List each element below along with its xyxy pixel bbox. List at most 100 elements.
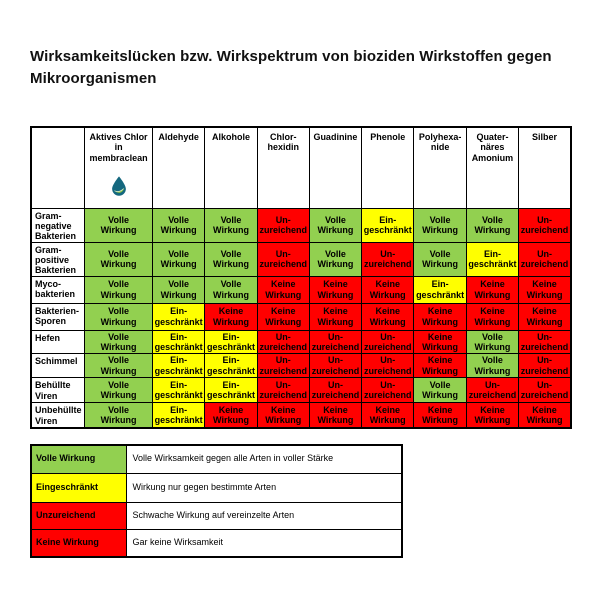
corner-cell [30, 126, 86, 209]
status-cell-k: Keine Wirkung [256, 402, 310, 429]
status-cell-u: Un- zureichend [361, 353, 415, 379]
status-cell-k: Keine Wirkung [518, 402, 572, 429]
status-cell-u: Un- zureichend [518, 377, 572, 404]
legend-description-cell: Volle Wirksamkeit gegen alle Arten in vo… [125, 444, 403, 475]
row-label: Behüllte Viren [30, 377, 86, 404]
status-cell-v: Volle Wirkung [204, 275, 258, 304]
column-header-polyhexanide: Polyhexa- nide [413, 126, 467, 209]
status-cell-v: Volle Wirkung [413, 241, 467, 277]
status-cell-v: Volle Wirkung [204, 207, 258, 243]
header-row: Aktives Chlor in membraclean Aldehyde Alk… [30, 126, 572, 209]
table-row: Bakterien- Sporen Volle Wirkung Ein- gesch… [30, 302, 572, 331]
row-label: Unbehüllte Viren [30, 402, 86, 429]
status-cell-v: Volle Wirkung [84, 402, 153, 429]
row-label: Gram- negative Bakterien [30, 207, 86, 243]
column-header-chlorhexidin: Chlor- hexidin [256, 126, 310, 209]
status-cell-e: Ein- geschränkt [204, 329, 258, 355]
membraclean-drop-icon [111, 176, 126, 197]
table-row: Gram- positive Bakterien Volle Wirkung Vol… [30, 241, 572, 277]
column-header-label: Guadinine [313, 132, 358, 142]
status-cell-u: Un- zureichend [256, 241, 310, 277]
status-cell-k: Keine Wirkung [518, 302, 572, 331]
status-cell-e: Ein- geschränkt [413, 275, 467, 304]
legend-row: Unzureichend Schwache Wirkung auf vereinz… [30, 502, 403, 531]
status-cell-k: Keine Wirkung [361, 275, 415, 304]
status-cell-u: Un- zureichend [518, 329, 572, 355]
column-header-aktives-chlor: Aktives Chlor in membraclean [84, 126, 153, 209]
page-title: Wirksamkeitslücken bzw. Wirkspektrum von… [30, 48, 552, 87]
column-header-label: Phenole [370, 132, 406, 142]
legend-description-cell: Schwache Wirkung auf vereinzelte Arten [125, 502, 403, 531]
column-header-guadinine: Guadinine [308, 126, 363, 209]
table-row: Myco- bakterien Volle Wirkung Volle Wirkun… [30, 275, 572, 304]
status-cell-e: Ein- geschränkt [204, 353, 258, 379]
status-cell-k: Keine Wirkung [465, 275, 520, 304]
status-cell-k: Keine Wirkung [413, 353, 467, 379]
status-cell-u: Un- zureichend [256, 207, 310, 243]
column-header-label: Quater- näres Amonium [471, 132, 514, 163]
status-cell-k: Keine Wirkung [413, 402, 467, 429]
status-cell-v: Volle Wirkung [413, 377, 467, 404]
row-label: Schimmel [30, 353, 86, 379]
table-row: Hefen Volle Wirkung Ein- geschränkt Ein- ge… [30, 329, 572, 355]
column-header-silber: Silber [518, 126, 572, 209]
status-cell-e: Ein- geschränkt [465, 241, 520, 277]
status-cell-e: Ein- geschränkt [151, 353, 206, 379]
status-cell-u: Un- zureichend [308, 353, 363, 379]
status-cell-u: Un- zureichend [518, 241, 572, 277]
status-cell-v: Volle Wirkung [84, 353, 153, 379]
status-cell-v: Volle Wirkung [84, 302, 153, 331]
efficacy-table-body: Gram- negative Bakterien Volle Wirkung Vol… [30, 207, 572, 429]
column-header-label: Alkohole [211, 132, 250, 142]
status-cell-k: Keine Wirkung [256, 302, 310, 331]
status-cell-v: Volle Wirkung [151, 275, 206, 304]
status-cell-e: Ein- geschränkt [151, 302, 206, 331]
legend-swatch-cell: Eingeschränkt [30, 473, 127, 504]
legend-row: Volle Wirkung Volle Wirksamkeit gegen all… [30, 444, 403, 475]
status-cell-e: Ein- geschränkt [151, 402, 206, 429]
column-header-label: Silber [532, 132, 558, 142]
efficacy-table: Aktives Chlor in membraclean Aldehyde Alk… [30, 126, 572, 429]
status-cell-u: Un- zureichend [361, 377, 415, 404]
status-cell-k: Keine Wirkung [413, 329, 467, 355]
legend-row: Eingeschränkt Wirkung nur gegen bestimmte… [30, 473, 403, 504]
status-cell-v: Volle Wirkung [465, 329, 520, 355]
column-header-alkohole: Alkohole [204, 126, 258, 209]
status-cell-k: Keine Wirkung [308, 275, 363, 304]
status-cell-v: Volle Wirkung [151, 207, 206, 243]
status-cell-u: Un- zureichend [361, 241, 415, 277]
status-cell-e: Ein- geschränkt [361, 207, 415, 243]
legend-table: Volle Wirkung Volle Wirksamkeit gegen all… [30, 443, 403, 558]
status-cell-u: Un- zureichend [518, 207, 572, 243]
column-header-label: Aktives Chlor in membraclean [89, 132, 148, 163]
status-cell-u: Un- zureichend [308, 329, 363, 355]
table-row: Schimmel Volle Wirkung Ein- geschränkt Ein-… [30, 353, 572, 379]
table-row: Unbehüllte Viren Volle Wirkung Ein- geschr… [30, 402, 572, 429]
legend-table-body: Volle Wirkung Volle Wirksamkeit gegen all… [30, 444, 403, 558]
status-cell-u: Un- zureichend [465, 377, 520, 404]
status-cell-k: Keine Wirkung [518, 275, 572, 304]
column-header-phenole: Phenole [361, 126, 415, 209]
status-cell-v: Volle Wirkung [84, 329, 153, 355]
status-cell-e: Ein- geschränkt [151, 377, 206, 404]
status-cell-k: Keine Wirkung [308, 402, 363, 429]
status-cell-v: Volle Wirkung [413, 207, 467, 243]
status-cell-u: Un- zureichend [361, 329, 415, 355]
legend-swatch-cell: Keine Wirkung [30, 529, 127, 558]
status-cell-v: Volle Wirkung [84, 275, 153, 304]
status-cell-k: Keine Wirkung [361, 402, 415, 429]
legend-description-cell: Gar keine Wirksamkeit [125, 529, 403, 558]
status-cell-k: Keine Wirkung [465, 402, 520, 429]
row-label: Bakterien- Sporen [30, 302, 86, 331]
status-cell-k: Keine Wirkung [308, 302, 363, 331]
status-cell-v: Volle Wirkung [465, 353, 520, 379]
status-cell-u: Un- zureichend [256, 377, 310, 404]
column-header-label: Polyhexa- nide [418, 132, 462, 153]
column-header-aldehyde: Aldehyde [151, 126, 206, 209]
table-row: Gram- negative Bakterien Volle Wirkung Vol… [30, 207, 572, 243]
status-cell-v: Volle Wirkung [308, 241, 363, 277]
status-cell-u: Un- zureichend [256, 353, 310, 379]
status-cell-k: Keine Wirkung [465, 302, 520, 331]
status-cell-e: Ein- geschränkt [204, 377, 258, 404]
